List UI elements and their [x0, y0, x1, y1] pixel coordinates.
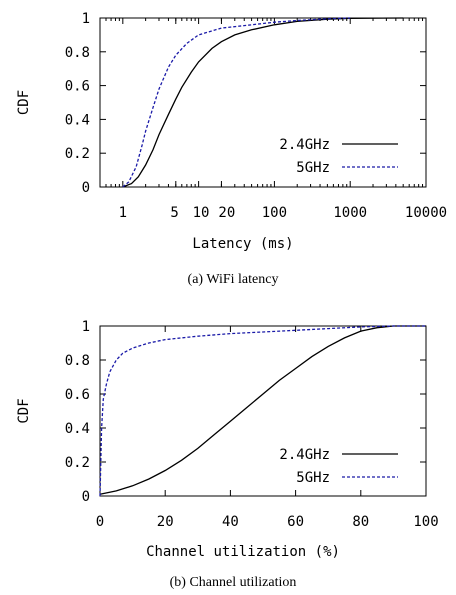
- x-tick-label: 40: [222, 514, 239, 530]
- y-tick-label: 0.4: [65, 421, 90, 437]
- series-line-24ghz: [122, 17, 404, 188]
- y-tick-label: 0: [82, 489, 90, 505]
- legend-label: 5GHz: [296, 160, 330, 176]
- x-tick-label: 20: [157, 514, 174, 530]
- x-tick-label: 20: [218, 205, 235, 221]
- y-tick-label: 0.6: [65, 79, 90, 95]
- figure-caption: (a) WiFi latency: [188, 272, 279, 287]
- y-tick-label: 0.2: [65, 146, 90, 162]
- legend-label: 2.4GHz: [279, 447, 330, 463]
- x-tick-label: 100: [413, 514, 438, 530]
- y-tick-label: 0.8: [65, 353, 90, 369]
- series-line-24ghz: [99, 325, 426, 495]
- y-axis-label: CDF: [16, 90, 32, 115]
- series-line-5ghz: [99, 325, 426, 497]
- x-tick-label: 1000: [333, 205, 367, 221]
- chart-panel-2: 0 0.2 0.4 0.6 0.8 1 0 20 40 60 80 100 Channel utiliz…: [16, 319, 439, 590]
- y-tick-label: 1: [82, 11, 90, 27]
- x-tick-label: 100: [262, 205, 287, 221]
- plot-frame: [99, 17, 427, 188]
- y-axis-label: CDF: [16, 398, 32, 423]
- y-tick-label: 0.6: [65, 387, 90, 403]
- x-tick-label: 1: [119, 205, 127, 221]
- x-tick-label: 5: [170, 205, 178, 221]
- x-axis-label: Channel utilization (%): [146, 544, 340, 560]
- chart-panel-1: 0 0.2 0.4 0.6 0.8 1 1 5 10 20 100 1000 10000 Latency …: [16, 11, 447, 287]
- x-tick-label: 0: [96, 514, 104, 530]
- y-tick-label: 0.4: [65, 112, 90, 128]
- plot-frame: [99, 325, 427, 497]
- y-tick-label: 0.8: [65, 45, 90, 61]
- x-tick-label: 80: [352, 514, 369, 530]
- legend-label: 5GHz: [296, 470, 330, 486]
- figure-caption: (b) Channel utilization: [170, 575, 297, 590]
- legend-label: 2.4GHz: [279, 137, 330, 153]
- y-tick-label: 0.2: [65, 455, 90, 471]
- x-tick-label: 60: [287, 514, 304, 530]
- x-tick-label: 10000: [405, 205, 447, 221]
- x-axis-label: Latency (ms): [192, 236, 293, 252]
- x-tick-label: 10: [193, 205, 210, 221]
- y-tick-label: 0: [82, 180, 90, 196]
- y-tick-label: 1: [82, 319, 90, 335]
